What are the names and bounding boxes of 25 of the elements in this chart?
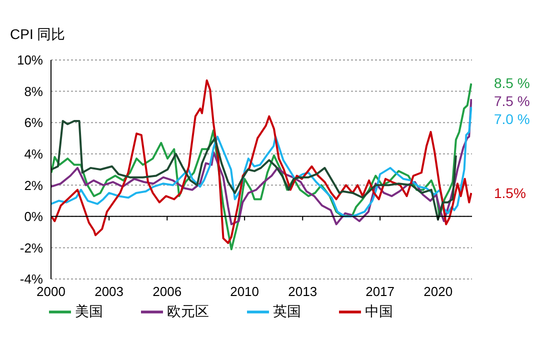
data-label: 7.0 % bbox=[494, 110, 530, 128]
y-tick-label: 10% bbox=[16, 52, 44, 68]
data-label: 1.5% bbox=[494, 184, 526, 202]
x-tick-label: 2006 bbox=[152, 284, 182, 300]
legend-label: 英国 bbox=[273, 302, 301, 319]
y-tick-label: -2% bbox=[20, 240, 44, 256]
legend-label: 欧元区 bbox=[167, 302, 209, 319]
x-tick-label: 2003 bbox=[94, 284, 124, 300]
x-tick-label: 2020 bbox=[424, 284, 453, 300]
data-label: 7.5 % bbox=[494, 92, 530, 110]
y-tick-label: -4% bbox=[20, 272, 44, 287]
legend-label: 美国 bbox=[75, 302, 103, 319]
y-tick-label: 6% bbox=[24, 115, 44, 130]
y-tick-label: 0% bbox=[24, 209, 44, 224]
x-tick-label: 2017 bbox=[366, 284, 395, 300]
chart-title: CPI 同比 bbox=[10, 26, 66, 44]
data-label: 8.5 % bbox=[494, 74, 530, 92]
y-tick-label: 2% bbox=[24, 178, 44, 193]
legend-label: 中国 bbox=[365, 302, 393, 319]
x-tick-label: 2010 bbox=[230, 284, 260, 300]
line-series bbox=[51, 120, 457, 221]
y-tick-label: 8% bbox=[24, 84, 44, 99]
x-tick-label: 2013 bbox=[288, 284, 318, 300]
y-tick-label: 4% bbox=[24, 146, 44, 162]
x-tick-label: 2000 bbox=[36, 284, 66, 300]
